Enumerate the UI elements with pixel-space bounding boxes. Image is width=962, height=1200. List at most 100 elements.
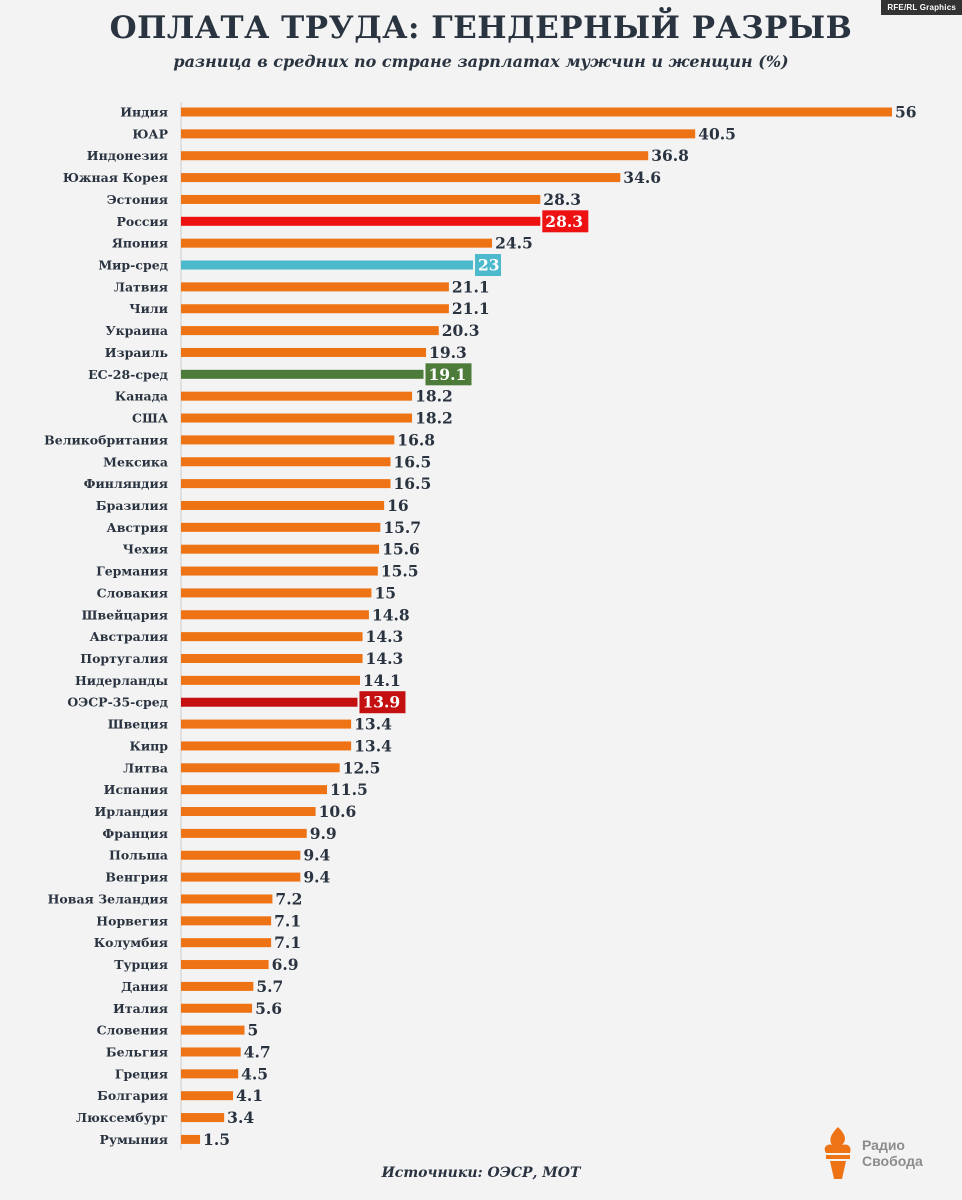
category-label: Швеция (108, 717, 168, 732)
category-label: Франция (102, 826, 168, 841)
value-label: 4.7 (244, 1042, 271, 1061)
category-label: Чехия (123, 542, 168, 557)
bar (181, 981, 254, 991)
category-label: Италия (113, 1001, 168, 1016)
category-label: Словения (97, 1023, 168, 1038)
value-label: 7.1 (274, 933, 301, 952)
category-label: Нидерланды (75, 673, 168, 688)
category-label: Турция (114, 957, 168, 972)
value-label: 12.5 (343, 758, 381, 777)
value-label: 5 (247, 1021, 258, 1040)
bar (181, 260, 474, 270)
value-label: 23 (478, 256, 500, 275)
category-label: Германия (96, 564, 168, 579)
bar (181, 282, 449, 292)
bar (181, 413, 413, 423)
bar (181, 763, 340, 773)
logo-line-2: Свобода (862, 1153, 923, 1169)
value-label: 28.3 (545, 212, 583, 231)
value-label: 6.9 (272, 955, 299, 974)
value-label: 16.5 (393, 474, 431, 493)
bar (181, 785, 328, 795)
value-label: 28.3 (543, 190, 581, 209)
value-label: 10.6 (319, 802, 357, 821)
value-label: 16.5 (393, 452, 431, 471)
category-label: Бразилия (96, 498, 168, 513)
bar (181, 1003, 253, 1013)
bar (181, 828, 307, 838)
bar (181, 741, 352, 751)
bar (181, 654, 363, 663)
value-label: 4.1 (236, 1086, 263, 1105)
value-label: 21.1 (452, 277, 490, 296)
category-label: Греция (115, 1066, 168, 1081)
bar (181, 632, 363, 642)
category-label: Кипр (129, 738, 168, 753)
category-label: США (132, 411, 169, 426)
category-label: Индонезия (87, 148, 168, 163)
category-label: Бельгия (106, 1044, 168, 1059)
value-label: 16 (387, 496, 409, 515)
category-label: Колумбия (94, 935, 168, 950)
bar (181, 216, 541, 226)
value-label: 11.5 (330, 780, 368, 799)
bar (181, 1069, 239, 1079)
bar (181, 391, 413, 401)
rferl-graphics-badge: RFE/RL Graphics (881, 0, 962, 15)
value-label-box (359, 691, 406, 714)
bar (181, 1047, 241, 1057)
category-label: Мир-сред (98, 258, 168, 273)
value-label-box (425, 363, 472, 386)
bar (181, 938, 272, 948)
value-label: 13.9 (362, 693, 400, 712)
category-label: Великобритания (44, 432, 168, 447)
category-label: Люксембург (76, 1110, 168, 1125)
bar (181, 719, 352, 729)
value-label: 1.5 (203, 1130, 230, 1149)
bar (181, 807, 316, 817)
category-label: ЮАР (132, 126, 168, 141)
value-label: 15.6 (382, 540, 420, 559)
bar (181, 435, 395, 445)
value-label: 3.4 (227, 1108, 254, 1127)
value-label: 36.8 (651, 146, 689, 165)
value-label: 7.1 (274, 911, 301, 930)
value-label: 5.7 (256, 977, 283, 996)
bar (181, 916, 272, 926)
category-label: Дания (121, 979, 168, 994)
bar (181, 1113, 225, 1123)
value-label: 13.4 (354, 715, 392, 734)
value-label: 19.1 (429, 365, 467, 384)
bar (181, 697, 358, 707)
category-label: Болгария (97, 1088, 168, 1103)
value-label: 14.3 (366, 627, 404, 646)
category-label: Финляндия (84, 476, 168, 491)
radio-svoboda-logo: Радио Свобода (818, 1125, 948, 1185)
bar (181, 894, 273, 904)
bar (181, 1025, 245, 1035)
value-label: 24.5 (495, 234, 533, 253)
value-label: 9.4 (303, 846, 330, 865)
bar (181, 129, 696, 139)
torch-icon (824, 1127, 851, 1179)
category-label: Новая Зеландия (48, 891, 168, 906)
bar (181, 588, 372, 598)
category-label: Чили (129, 301, 168, 316)
value-label: 9.4 (303, 868, 330, 887)
category-label: Израиль (105, 345, 168, 360)
value-label: 15.5 (381, 562, 419, 581)
bar (181, 872, 301, 882)
bar (181, 566, 378, 576)
bar (181, 675, 361, 685)
category-label: Словакия (97, 585, 168, 600)
category-label: Польша (109, 848, 168, 863)
category-label: Румыния (100, 1132, 168, 1147)
bar (181, 238, 493, 248)
value-label-box (542, 210, 589, 233)
bar (181, 173, 621, 183)
bar (181, 151, 649, 161)
bar (181, 479, 391, 489)
bar (181, 1091, 234, 1101)
value-label: 19.3 (429, 343, 467, 362)
